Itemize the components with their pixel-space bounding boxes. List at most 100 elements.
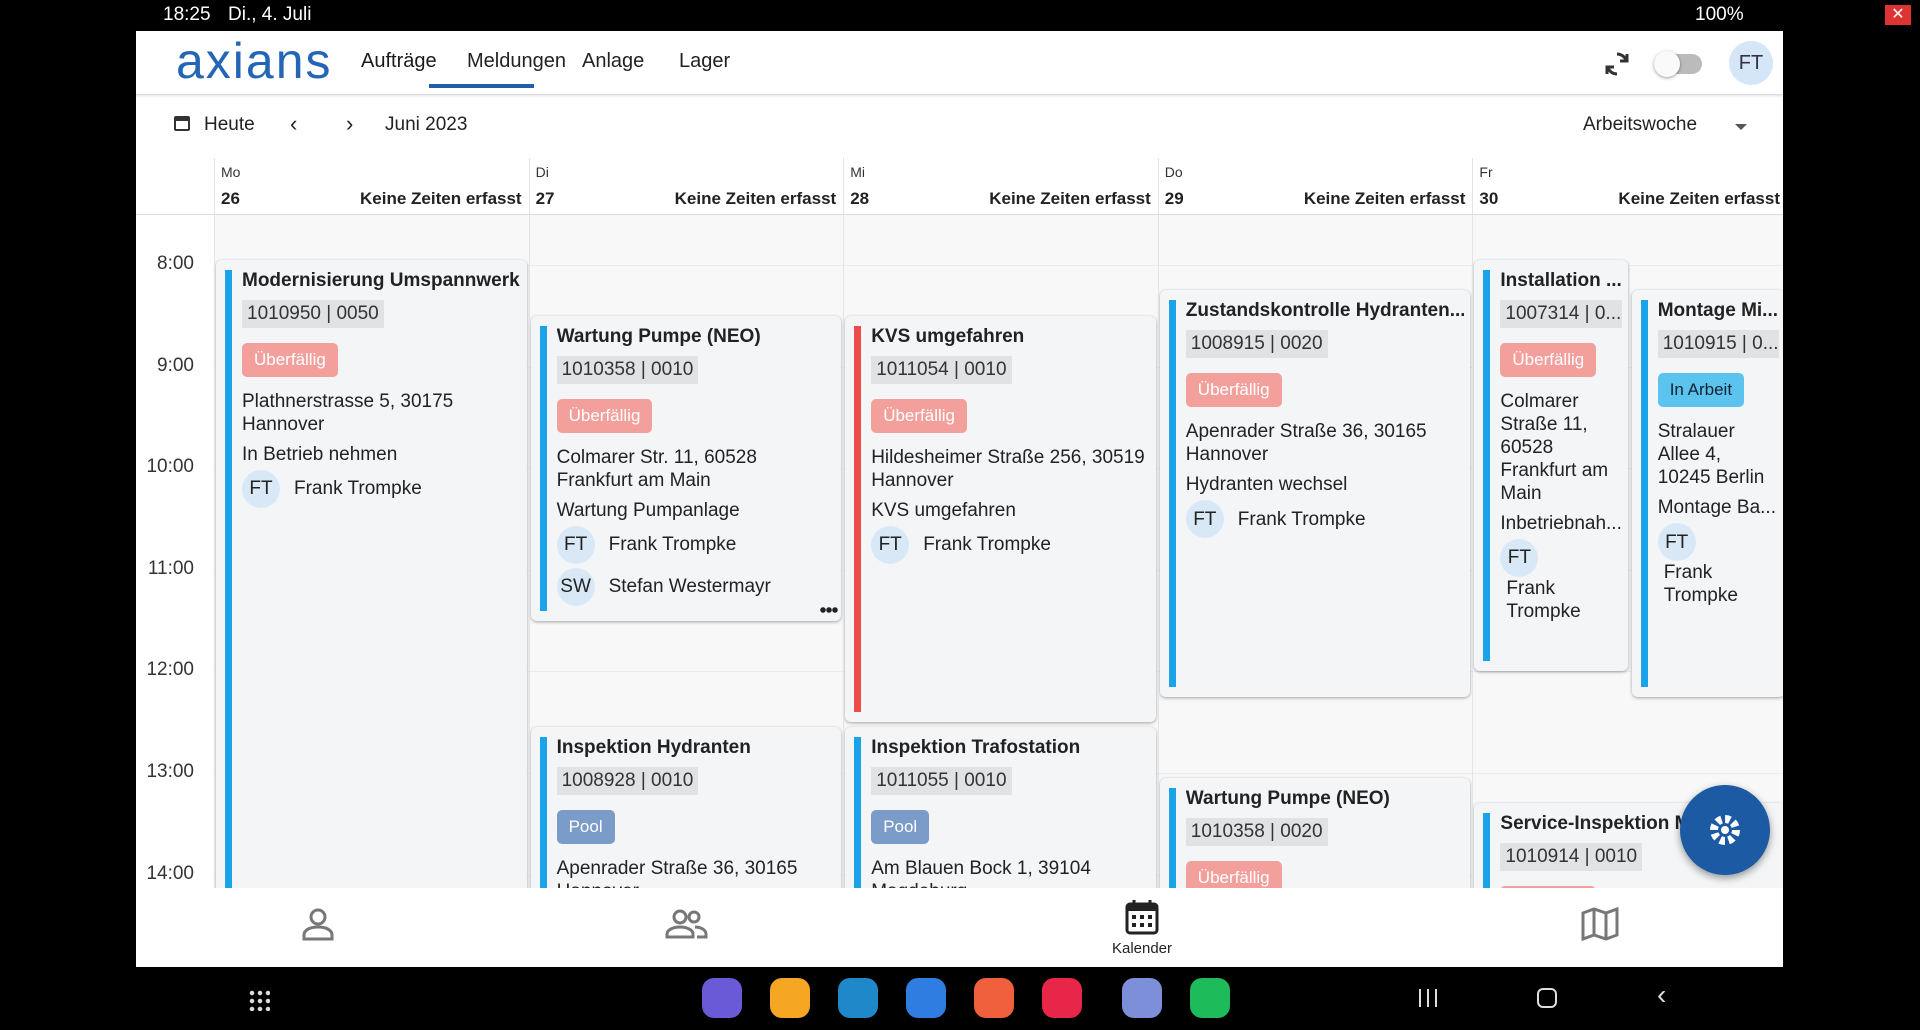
- event-card[interactable]: Modernisierung Umspannwerk 1010950 | 0050…: [216, 259, 527, 888]
- address: Colmarer Straße 11, 60528 Frankfurt am M…: [1500, 390, 1609, 504]
- tab-indicator: [429, 84, 534, 88]
- event-content: Inspektion Trafostation 1011055 | 0010 Poo…: [845, 727, 1156, 888]
- event-title: Wartung Pumpe (NEO): [556, 325, 761, 347]
- today-button[interactable]: Heute: [204, 114, 255, 135]
- status-bar: [1168, 788, 1176, 888]
- event-card[interactable]: Inspektion Trafostation 1011055 | 0010 Poo…: [845, 727, 1156, 888]
- task: Wartung Pumpanlage: [556, 499, 740, 521]
- status-bar: [1168, 300, 1176, 687]
- event-content: Wartung Pumpe (NEO) 1010358 | 0020 Überfäl…: [1160, 778, 1471, 888]
- android-nav: ‹: [0, 967, 1920, 1030]
- event-title: Modernisierung Umspannwerk: [242, 269, 520, 291]
- event-card[interactable]: Montage Mi... 1010915 | 0... In Arbeit Stra…: [1631, 290, 1783, 697]
- assignee: FT Frank Trompke: [871, 525, 1150, 564]
- toggle[interactable]: [1654, 51, 1702, 77]
- header: axians FT: [136, 31, 1783, 95]
- address: Colmarer Str. 11, 60528 Frankfurt am Mai…: [556, 446, 757, 491]
- hour-label: 9:00: [157, 354, 194, 376]
- tab[interactable]: Lager: [679, 50, 731, 72]
- event-card[interactable]: Wartung Pumpe (NEO) 1010358 | 0020 Überfäl…: [1159, 778, 1471, 888]
- event-title: Service-Inspektion Mi: [1500, 813, 1696, 835]
- nav-profile[interactable]: [300, 906, 336, 942]
- order-id: 1011055 | 0010: [871, 767, 1012, 796]
- column-divider: [1157, 158, 1159, 888]
- app-icon[interactable]: [974, 978, 1014, 1018]
- column-divider: [528, 158, 530, 888]
- time-status: Keine Zeiten erfasst: [1303, 189, 1466, 208]
- event-card[interactable]: Wartung Pumpe (NEO) 1010358 | 0010 Überfäl…: [530, 315, 842, 621]
- app-drawer[interactable]: [248, 989, 270, 1011]
- status-bar: [854, 325, 862, 713]
- status-badge: Überfällig: [1500, 886, 1597, 888]
- status-badge: In Arbeit: [1657, 373, 1745, 408]
- event-card[interactable]: Installation ... 1007314 | 0... Überfällig…: [1474, 259, 1628, 672]
- home-button[interactable]: [1537, 988, 1557, 1008]
- address: Stralauer Allee 4, 10245 Berlin: [1657, 421, 1765, 489]
- user-avatar[interactable]: FT: [1729, 41, 1773, 85]
- status-badge: Überfällig: [871, 398, 967, 433]
- app-icon[interactable]: [1122, 978, 1162, 1018]
- weekday: Fr: [1479, 164, 1493, 180]
- assignee-name: Frank Trompke: [294, 478, 422, 500]
- assignee: FT Frank Trompke: [1185, 500, 1465, 539]
- tab[interactable]: Anlage: [582, 50, 645, 72]
- assignee-avatar: FT: [1185, 500, 1224, 539]
- event-card[interactable]: Zustandskontrolle Hydranten... 1008915 | …: [1159, 290, 1471, 697]
- task: Inbetriebnah...: [1500, 512, 1622, 534]
- status-bar: [1483, 813, 1491, 888]
- header-divider: [136, 214, 1783, 215]
- view-select[interactable]: Arbeitswoche: [1583, 114, 1698, 135]
- event-content: Modernisierung Umspannwerk 1010950 | 0050…: [216, 260, 527, 508]
- settings-fab[interactable]: [1680, 785, 1770, 875]
- order-id: 1007314 | 0...: [1500, 299, 1622, 328]
- sync-button[interactable]: [1603, 50, 1631, 78]
- assignee-avatar: FT: [242, 469, 280, 508]
- recents-button[interactable]: [1419, 989, 1437, 1007]
- event-content: Zustandskontrolle Hydranten... 1008915 | …: [1160, 290, 1471, 539]
- app-icon[interactable]: [702, 978, 742, 1018]
- hour-line: [214, 265, 1783, 266]
- nav-calendar[interactable]: [1124, 898, 1160, 936]
- assignee-avatar: FT: [1500, 538, 1539, 577]
- close-button[interactable]: ✕: [1885, 5, 1911, 25]
- event-title: KVS umgefahren: [871, 325, 1025, 347]
- nav-map[interactable]: [1580, 906, 1620, 942]
- event-card[interactable]: KVS umgefahren 1011054 | 0010 Überfällig Hi…: [845, 315, 1156, 723]
- event-content: Inspektion Hydranten 1008928 | 0010 Pool Ap…: [531, 727, 842, 888]
- app-icon[interactable]: [906, 978, 946, 1018]
- assignee: FT Frank Trompke: [1500, 538, 1621, 623]
- tab[interactable]: Meldungen: [467, 50, 566, 72]
- address: Hildesheimer Straße 256, 30519 Hannover: [871, 446, 1145, 491]
- event-title: Montage Mi...: [1657, 300, 1779, 322]
- weekday: Mi: [850, 164, 865, 180]
- app-icon[interactable]: [770, 978, 810, 1018]
- day-date: 27: [535, 189, 555, 208]
- order-id: 1008928 | 0010: [556, 767, 699, 796]
- assignee-name: Frank Trompke: [1663, 562, 1738, 607]
- status-badge: Überfällig: [1185, 861, 1282, 888]
- next-button[interactable]: ›: [346, 111, 354, 136]
- app-icon[interactable]: [1190, 978, 1230, 1018]
- prev-button[interactable]: ‹: [290, 111, 298, 136]
- back-button[interactable]: ‹: [1657, 979, 1667, 1010]
- weekday: Do: [1164, 164, 1183, 180]
- tab[interactable]: Aufträge: [361, 50, 437, 72]
- logo: axians: [176, 33, 333, 89]
- assignee: FT Frank Trompke: [242, 469, 521, 508]
- assignee-avatar: FT: [1657, 523, 1696, 562]
- event-content: Montage Mi... 1010915 | 0... In Arbeit Stra…: [1632, 290, 1783, 607]
- time-status: Keine Zeiten erfasst: [674, 189, 837, 208]
- status-badge: Überfällig: [1500, 342, 1597, 377]
- weekday: Mo: [221, 164, 241, 180]
- day-date: 30: [1479, 189, 1499, 208]
- task: In Betrieb nehmen: [242, 443, 398, 465]
- event-card[interactable]: Inspektion Hydranten 1008928 | 0010 Pool Ap…: [530, 727, 842, 888]
- assignee: FT Frank Trompke: [556, 525, 836, 564]
- nav-team[interactable]: [664, 906, 708, 942]
- assignee: SW Stefan Westermayr: [556, 567, 836, 606]
- app-icon[interactable]: [838, 978, 878, 1018]
- address: Plathnerstrasse 5, 30175 Hannover: [242, 390, 454, 435]
- order-id: 1010358 | 0010: [556, 355, 699, 384]
- app-icon[interactable]: [1042, 978, 1082, 1018]
